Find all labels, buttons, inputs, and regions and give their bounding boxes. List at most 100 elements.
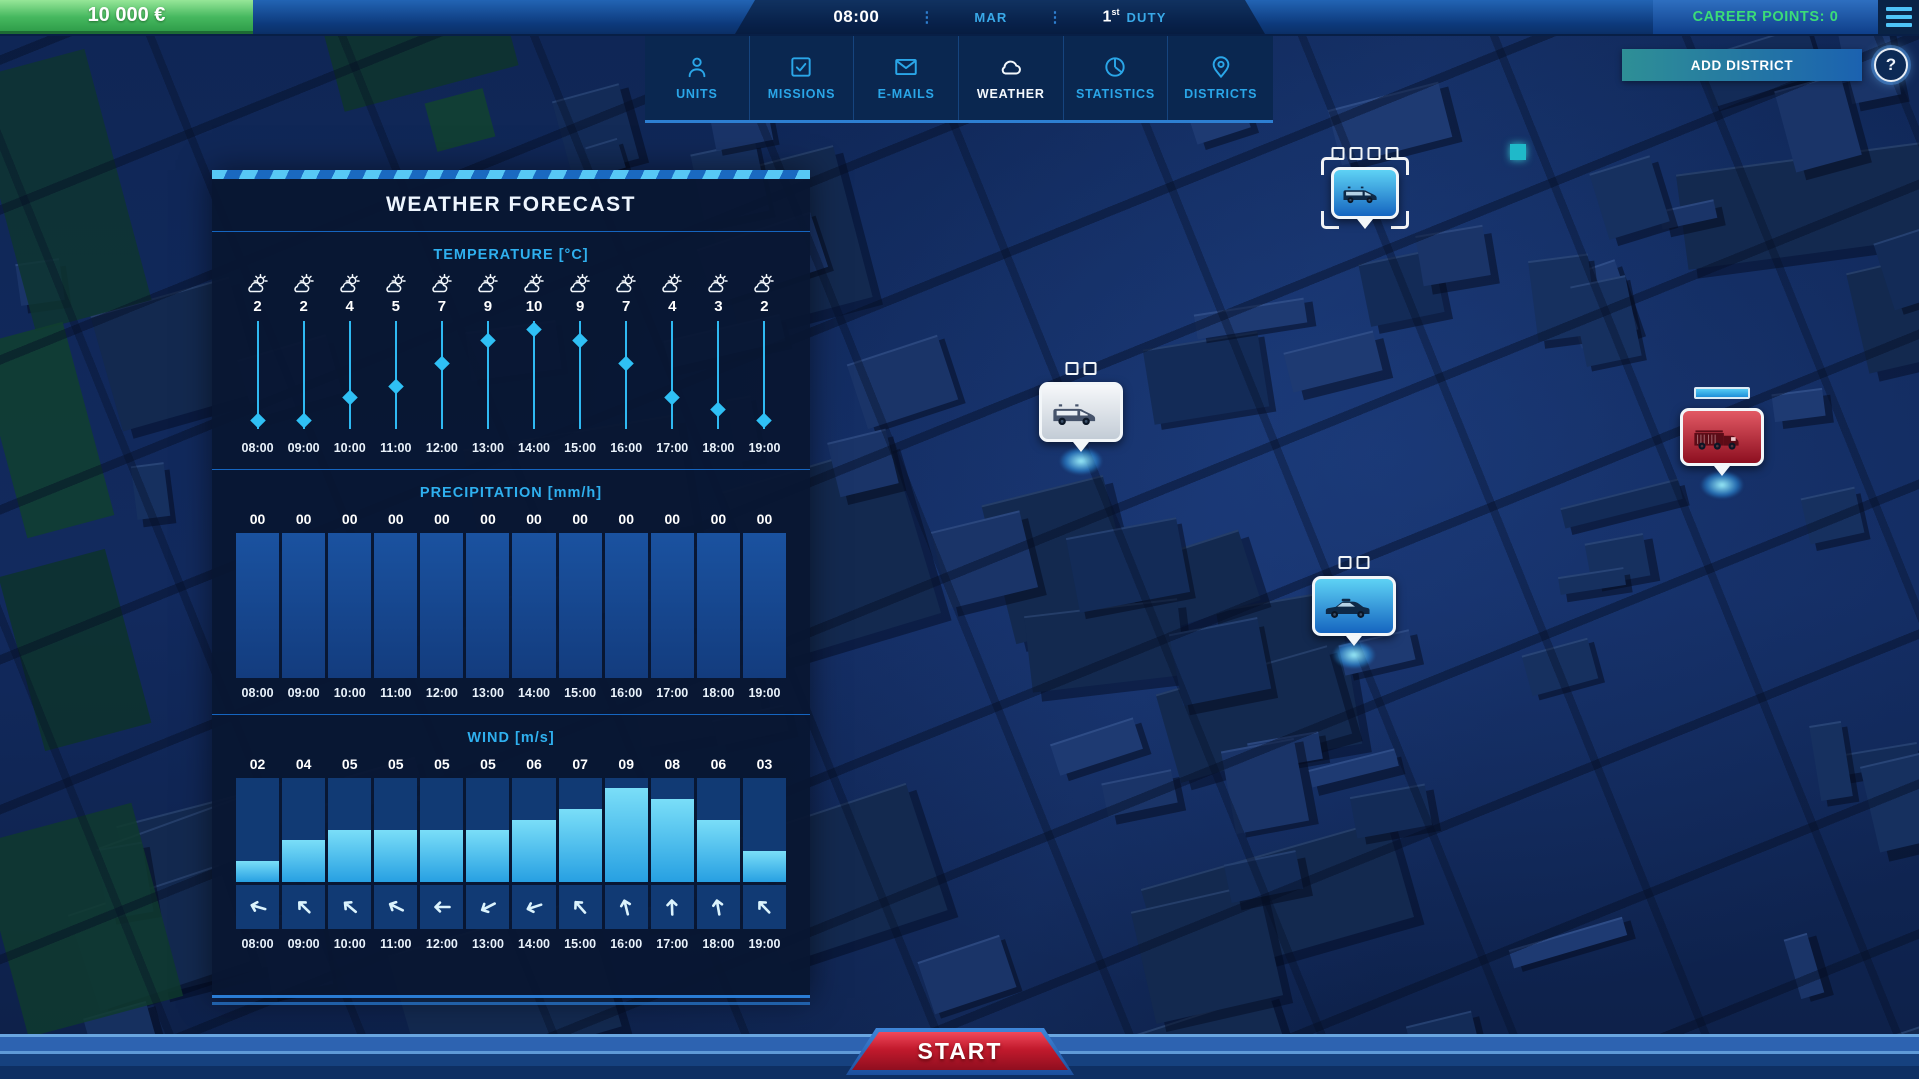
temperature-value: 9	[483, 298, 493, 315]
wind-arrow-cell	[604, 885, 648, 929]
status-bar	[1694, 387, 1750, 399]
map-marker-police-van[interactable]	[1321, 147, 1409, 229]
precipitation-bar	[558, 533, 602, 678]
precipitation-bar	[282, 533, 326, 678]
temperature-marker	[756, 412, 773, 429]
duty-label: DUTY	[1126, 9, 1167, 25]
precipitation-bar	[466, 533, 510, 678]
tab-districts[interactable]: DISTRICTS	[1168, 34, 1273, 120]
temperature-column: 7 12:00	[420, 272, 463, 455]
wind-arrow-cell	[420, 885, 464, 929]
tab-label: E-MAILS	[877, 86, 935, 101]
marker-card	[1312, 576, 1396, 636]
wind-direction-arrow-icon	[472, 891, 504, 923]
wind-bar-fill	[374, 830, 418, 882]
money-display: 10 000 €	[0, 0, 253, 34]
tab-weather[interactable]: WEATHER	[959, 34, 1064, 120]
time-label: 10:00	[333, 937, 366, 951]
map-marker-fire-truck[interactable]	[1680, 387, 1764, 503]
partly-cloudy-icon	[566, 272, 594, 296]
divider	[212, 231, 810, 232]
time-label: 08:00	[241, 686, 274, 700]
unit-badge	[1385, 147, 1399, 160]
unit-badge	[1331, 147, 1345, 160]
map-marker-ambulance[interactable]	[1039, 362, 1123, 479]
park-area	[0, 548, 152, 752]
precipitation-value: 00	[295, 511, 312, 527]
temperature-scale-line	[756, 321, 773, 429]
wind-bar-cell	[466, 778, 510, 882]
partly-cloudy-icon	[704, 272, 732, 296]
dotted-separator-icon: ⋮	[1047, 8, 1063, 26]
wind-bar-fill	[604, 788, 648, 882]
precipitation-bar	[696, 533, 740, 678]
marker-card	[1331, 167, 1399, 219]
building	[1783, 932, 1825, 999]
time-label: 18:00	[702, 937, 735, 951]
tab-units[interactable]: UNITS	[645, 34, 750, 120]
unit-count-badges	[1065, 362, 1097, 375]
building	[1819, 741, 1919, 779]
add-district-button[interactable]: ADD DISTRICT	[1622, 49, 1862, 81]
partly-cloudy-icon	[474, 272, 502, 296]
time-label: 08:00	[241, 441, 274, 455]
tab-label: DISTRICTS	[1184, 86, 1258, 101]
map-marker-police-car[interactable]	[1312, 556, 1396, 673]
wind-direction-arrow-icon	[287, 890, 321, 924]
menu-button[interactable]	[1878, 0, 1919, 34]
partly-cloudy-icon	[612, 272, 640, 296]
building	[827, 428, 900, 498]
wind-arrow-cell	[328, 885, 372, 929]
building	[1658, 198, 1718, 230]
wind-bar-cell	[650, 778, 694, 882]
temperature-scale-line	[710, 321, 727, 429]
building	[930, 509, 1039, 609]
building	[1358, 249, 1445, 328]
wind-times: 08:00 09:00 10:00 11:00 12:00 13:00 14:00 15:00…	[212, 937, 810, 951]
time-label: 11:00	[380, 937, 412, 951]
temperature-column: 10 14:00	[512, 272, 555, 455]
building	[96, 841, 154, 920]
temperature-marker	[434, 355, 450, 372]
time-label: 11:00	[380, 441, 412, 455]
tab-missions[interactable]: MISSIONS	[750, 34, 855, 120]
wind-section: WIND [m/s] 02 04 05 05 05 05 06 07 09 08 06 03 08:0…	[212, 730, 810, 951]
emails-icon	[892, 54, 920, 80]
wind-bar-fill	[742, 850, 786, 882]
tab-label: MISSIONS	[767, 86, 836, 101]
wind-bar-fill	[420, 830, 464, 882]
precipitation-bar	[604, 533, 648, 678]
building	[1247, 730, 1324, 771]
building	[1569, 275, 1642, 368]
start-button-face: START	[852, 1032, 1068, 1070]
tab-emails[interactable]: E-MAILS	[854, 34, 959, 120]
temperature-value: 2	[253, 298, 262, 315]
start-button[interactable]: START	[846, 1028, 1074, 1075]
wind-value: 06	[710, 756, 727, 772]
time-label: 09:00	[287, 441, 320, 455]
wind-bar-fill	[282, 840, 326, 882]
building	[131, 462, 172, 520]
precipitation-bar	[512, 533, 556, 678]
time-label: 19:00	[748, 686, 781, 700]
wind-bar-fill	[328, 830, 372, 882]
statistics-icon	[1102, 54, 1128, 80]
temperature-value: 3	[714, 298, 723, 315]
time-label: 13:00	[471, 937, 504, 951]
partly-cloudy-icon	[336, 272, 364, 296]
building	[1560, 478, 1684, 529]
wind-direction-arrow-icon	[333, 890, 367, 924]
time-label: 16:00	[610, 686, 643, 700]
help-button[interactable]: ?	[1874, 48, 1908, 82]
wind-direction-arrow-icon	[660, 895, 685, 920]
temperature-value: 4	[668, 298, 677, 315]
building	[1350, 783, 1433, 839]
time-label: 15:00	[564, 441, 597, 455]
tab-statistics[interactable]: STATISTICS	[1064, 34, 1169, 120]
wind-bar-fill	[466, 830, 510, 882]
building	[1584, 532, 1651, 586]
temperature-value: 9	[575, 298, 585, 315]
building	[1557, 567, 1626, 596]
